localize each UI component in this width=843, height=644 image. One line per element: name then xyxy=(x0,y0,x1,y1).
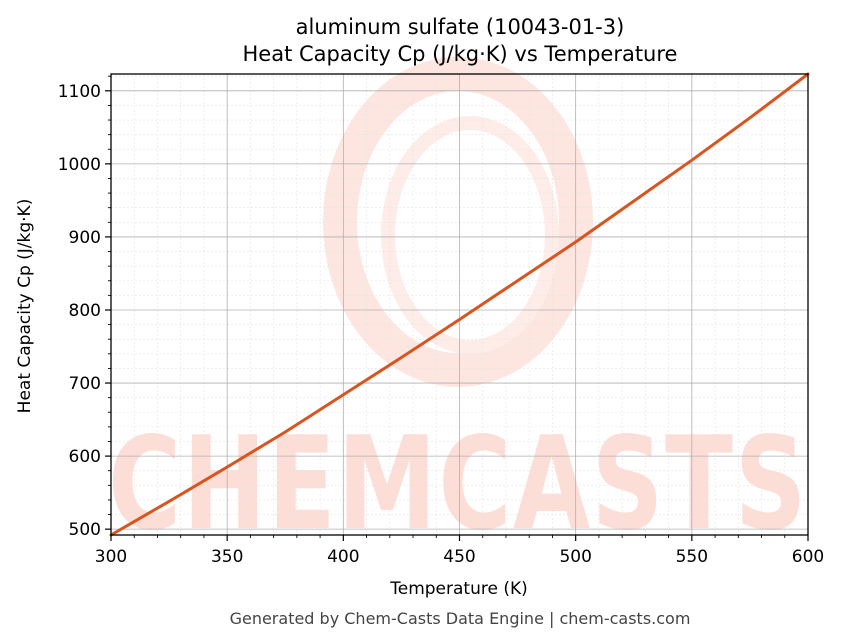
y-tick-label: 700 xyxy=(69,374,101,394)
x-axis-ticks: 300 350 400 450 500 550 600 xyxy=(95,535,824,567)
chemcasts-watermark: CHEMCASTS xyxy=(108,57,808,559)
x-tick-label: 550 xyxy=(676,547,708,567)
y-tick-label: 900 xyxy=(69,228,101,248)
y-tick-label: 500 xyxy=(69,520,101,540)
x-tick-label: 450 xyxy=(443,547,475,567)
y-tick-label: 1100 xyxy=(58,82,101,102)
x-tick-label: 600 xyxy=(792,547,824,567)
x-tick-label: 350 xyxy=(211,547,243,567)
y-tick-label: 600 xyxy=(69,447,101,467)
y-tick-label: 1000 xyxy=(58,155,101,175)
footer-credit: Generated by Chem-Casts Data Engine | ch… xyxy=(230,609,691,628)
y-tick-label: 800 xyxy=(69,301,101,321)
chart-subtitle: Heat Capacity Cp (J/kg·K) vs Temperature xyxy=(243,42,678,66)
x-tick-label: 400 xyxy=(327,547,359,567)
series-line-heat-capacity xyxy=(109,72,810,537)
y-axis-ticks: 500 600 700 800 900 1000 1100 xyxy=(58,75,111,540)
x-tick-label: 300 xyxy=(95,547,127,567)
chart-title: aluminum sulfate (10043-01-3) xyxy=(296,15,625,39)
x-axis-label: Temperature (K) xyxy=(389,579,528,599)
series-layer xyxy=(109,72,810,537)
x-tick-label: 500 xyxy=(559,547,591,567)
watermark-text: CHEMCASTS xyxy=(108,410,808,559)
y-axis-label: Heat Capacity Cp (J/kg·K) xyxy=(15,199,35,414)
watermark-swirl-inner xyxy=(381,116,559,354)
